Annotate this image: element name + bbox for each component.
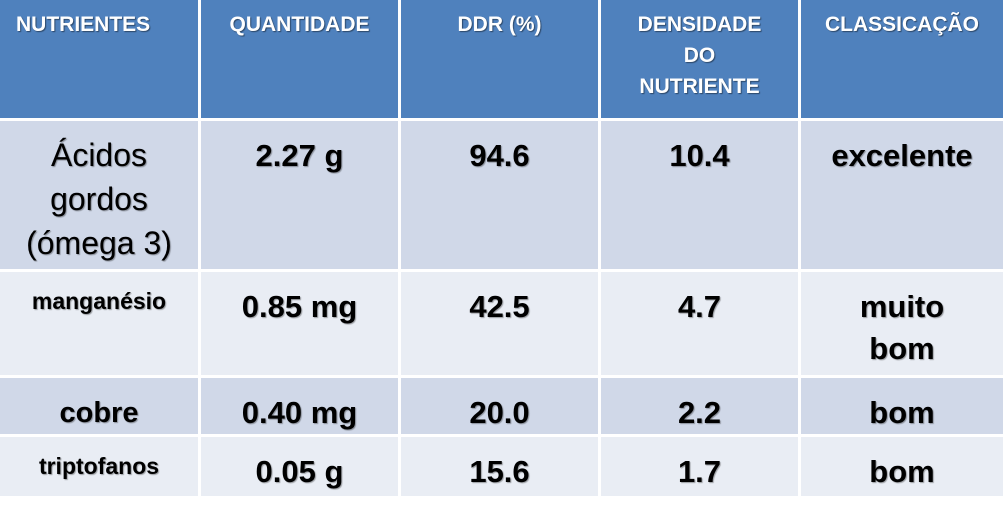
header-densidade: DENSIDADE DO NUTRIENTE (601, 0, 801, 121)
cell-ddr: 20.0 (401, 378, 601, 437)
cell-ddr: 42.5 (401, 272, 601, 378)
cell-quantidade: 0.40 mg (201, 378, 401, 437)
nutriente-line-2: gordos (50, 181, 148, 217)
cell-nutriente: cobre (0, 378, 201, 437)
table-row: Ácidos gordos (ómega 3) 2.27 g 94.6 10.4… (0, 121, 1003, 272)
cell-quantidade: 0.05 g (201, 437, 401, 499)
nutriente-line-3: (ómega 3) (26, 225, 172, 261)
cell-classificacao: excelente (801, 121, 1003, 272)
cell-nutriente: manganésio (0, 272, 201, 378)
nutrient-table: NUTRIENTES QUANTIDADE DDR (%) DENSIDADE … (0, 0, 1003, 499)
cell-densidade: 10.4 (601, 121, 801, 272)
cell-densidade: 4.7 (601, 272, 801, 378)
header-classificacao-label: CLASSICAÇÃO (824, 13, 979, 36)
header-classificacao: CLASSICAÇÃO (801, 0, 1003, 121)
table-header: NUTRIENTES QUANTIDADE DDR (%) DENSIDADE … (0, 0, 1003, 121)
header-ddr-label: DDR (%) (457, 13, 542, 36)
cell-classificacao: bom (801, 437, 1003, 499)
table-row: triptofanos 0.05 g 15.6 1.7 bom (0, 437, 1003, 499)
cell-nutriente: triptofanos (0, 437, 201, 499)
cell-quantidade: 2.27 g (201, 121, 401, 272)
nutriente-line-1: Ácidos (50, 137, 148, 173)
header-densidade-line-3: NUTRIENTE (639, 75, 760, 98)
header-row: NUTRIENTES QUANTIDADE DDR (%) DENSIDADE … (0, 0, 1003, 121)
table-row: cobre 0.40 mg 20.0 2.2 bom (0, 378, 1003, 437)
header-nutrientes-label: NUTRIENTES (16, 13, 151, 36)
classificacao-line-1: muito (859, 289, 945, 324)
classificacao-line-2: bom (869, 331, 935, 366)
table-body: Ácidos gordos (ómega 3) 2.27 g 94.6 10.4… (0, 121, 1003, 499)
header-quantidade: QUANTIDADE (201, 0, 401, 121)
cell-ddr: 94.6 (401, 121, 601, 272)
cell-densidade: 1.7 (601, 437, 801, 499)
cell-ddr: 15.6 (401, 437, 601, 499)
header-ddr: DDR (%) (401, 0, 601, 121)
cell-classificacao: bom (801, 378, 1003, 437)
header-densidade-line-2: DO (683, 44, 716, 67)
table-row: manganésio 0.85 mg 42.5 4.7 muito bom (0, 272, 1003, 378)
cell-nutriente: Ácidos gordos (ómega 3) (0, 121, 201, 272)
cell-quantidade: 0.85 mg (201, 272, 401, 378)
cell-classificacao: muito bom (801, 272, 1003, 378)
header-densidade-line-1: DENSIDADE (637, 13, 762, 36)
cell-densidade: 2.2 (601, 378, 801, 437)
header-quantidade-label: QUANTIDADE (229, 13, 370, 36)
header-nutrientes: NUTRIENTES (0, 0, 201, 121)
